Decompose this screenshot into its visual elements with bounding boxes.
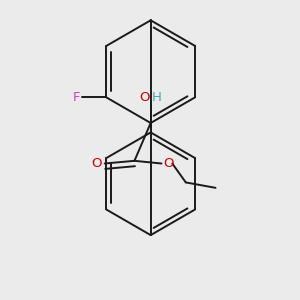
Text: O: O: [92, 157, 102, 170]
Text: F: F: [73, 91, 80, 104]
Text: H: H: [152, 91, 162, 104]
Text: O: O: [163, 157, 173, 170]
Text: O: O: [139, 91, 149, 104]
